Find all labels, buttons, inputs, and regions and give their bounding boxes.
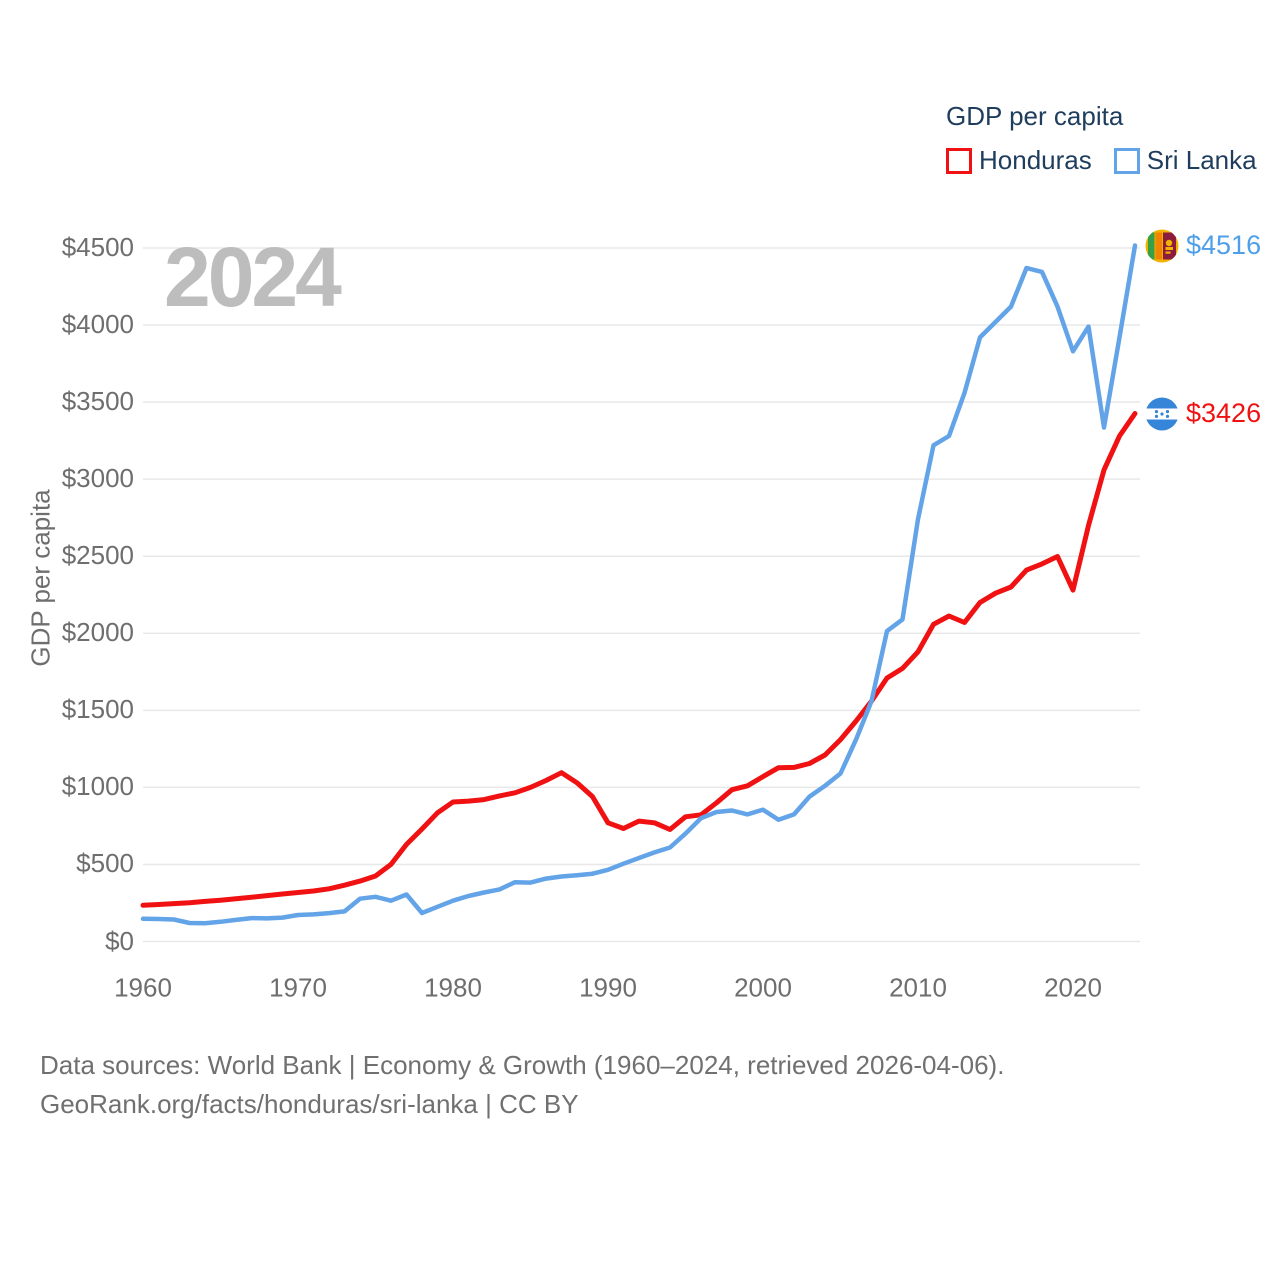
sri-lanka-flag-icon bbox=[1145, 229, 1179, 263]
endpoint-value-honduras: $3426 bbox=[1186, 398, 1262, 428]
watermark-year: 2024 bbox=[164, 230, 342, 324]
series-line-sri-lanka[interactable] bbox=[140, 243, 1138, 926]
y-axis-title: GDP per capita bbox=[25, 489, 56, 667]
honduras-series-swatch bbox=[946, 147, 972, 174]
y-tick-label: $3000 bbox=[61, 463, 134, 494]
y-tick-label: $1000 bbox=[61, 771, 134, 802]
legend-label-sri-lanka: Sri Lanka bbox=[1146, 145, 1257, 175]
x-tick-label: 2000 bbox=[734, 972, 792, 1003]
x-tick-label: 1980 bbox=[424, 972, 482, 1003]
x-tick-label: 2020 bbox=[1044, 972, 1102, 1003]
y-tick-label: $3500 bbox=[61, 385, 134, 416]
x-tick-label: 2010 bbox=[889, 972, 947, 1003]
license-line[interactable]: GeoRank.org/facts/honduras/sri-lanka | C… bbox=[40, 1089, 579, 1119]
y-tick-label: $1500 bbox=[61, 694, 134, 725]
endpoint-value-sri-lanka: $4516 bbox=[1186, 230, 1262, 261]
legend-item-honduras[interactable]: Honduras bbox=[946, 145, 1092, 176]
gridlines bbox=[143, 247, 1140, 943]
legend-title: GDP per capita bbox=[946, 101, 1124, 131]
legend: GDP per capita Honduras Sri Lanka bbox=[946, 101, 1257, 176]
legend-label-honduras: Honduras bbox=[979, 145, 1092, 175]
y-tick-label: $500 bbox=[76, 848, 134, 879]
data-source-attribution: Data sources: World Bank | Economy & Gro… bbox=[40, 1046, 1004, 1124]
legend-items: Honduras Sri Lanka bbox=[946, 145, 1257, 176]
data-source-line: Data sources: World Bank | Economy & Gro… bbox=[40, 1050, 1005, 1080]
x-tick-label: 1960 bbox=[114, 972, 172, 1003]
endpoint-label-sri-lanka: $4516 bbox=[1145, 229, 1261, 263]
legend-item-sri-lanka[interactable]: Sri Lanka bbox=[1113, 145, 1257, 176]
x-tick-label: 1970 bbox=[269, 972, 327, 1003]
y-tick-label: $4500 bbox=[61, 231, 134, 262]
data-series-lines bbox=[140, 243, 1138, 926]
honduras-flag-icon bbox=[1145, 397, 1179, 430]
sri-lanka-series-swatch bbox=[1113, 147, 1140, 174]
endpoint-label-honduras: $3426 bbox=[1145, 397, 1261, 431]
series-line-honduras[interactable] bbox=[140, 411, 1138, 908]
y-tick-label: $0 bbox=[105, 925, 134, 956]
y-tick-label: $2500 bbox=[61, 540, 134, 571]
x-tick-label: 1990 bbox=[579, 972, 637, 1003]
y-tick-label: $2000 bbox=[61, 617, 134, 648]
y-tick-label: $4000 bbox=[61, 308, 134, 339]
